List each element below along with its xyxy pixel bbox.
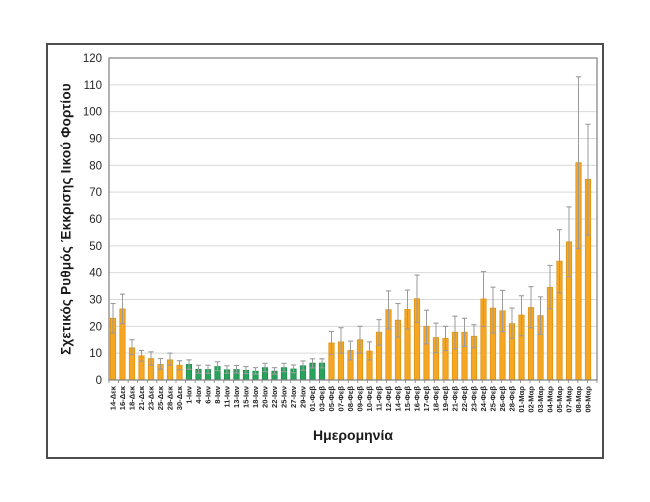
x-tick-label: 01-Φεβ — [308, 386, 317, 412]
x-tick-label: 20-Ιαν — [261, 386, 270, 408]
y-tick-label: 30 — [89, 295, 102, 307]
x-tick-label: 25-Φεβ — [489, 386, 498, 412]
x-tick-label: 09-Φεβ — [356, 386, 365, 412]
x-tick-label: 22-Φεβ — [460, 386, 469, 412]
y-tick-label: 100 — [83, 107, 102, 119]
y-tick-label: 40 — [89, 268, 102, 280]
y-tick-label: 50 — [89, 241, 102, 253]
y-tick-label: 80 — [89, 160, 102, 172]
y-tick-label: 20 — [89, 321, 102, 333]
x-tick-label: 1-Ιαν — [185, 386, 194, 404]
x-tick-label: 13-Ιαν — [232, 386, 241, 408]
y-tick-label: 90 — [89, 134, 102, 146]
y-tick-label: 0 — [96, 375, 102, 387]
x-tick-label: 22-Ιαν — [270, 386, 279, 408]
x-tick-label: 15-Ιαν — [242, 386, 251, 408]
x-tick-label: 23-Φεβ — [470, 386, 479, 412]
x-tick-label: 28-Φεβ — [508, 386, 517, 412]
x-tick-label: 25-Ιαν — [280, 386, 289, 408]
plot-border — [108, 57, 598, 381]
y-axis-title: Σχετικός Ρυθμός Έκκρισης Ιικού Φορτίου — [58, 83, 74, 355]
x-tick-label: 08-Μαρ — [574, 386, 583, 413]
x-tick-label: 27-Ιαν — [289, 386, 298, 408]
x-tick-label: 18-Δεκ — [128, 385, 137, 410]
x-tick-label: 17-Φεβ — [422, 386, 431, 412]
x-tick-label: 02-Μαρ — [527, 386, 536, 413]
x-tick-label: 23-Δεκ — [147, 385, 156, 410]
x-tick-label: 10-Φεβ — [365, 386, 374, 412]
x-tick-label: 08-Φεβ — [346, 386, 355, 412]
x-tick-label: 01-Μαρ — [517, 386, 526, 413]
x-tick-label: 03-Φεβ — [318, 386, 327, 412]
y-tick-label: 60 — [89, 214, 102, 226]
x-tick-label: 16-Δεκ — [118, 385, 127, 410]
x-tick-label: 19-Φεβ — [441, 386, 450, 412]
x-tick-label: 09-Μαρ — [584, 386, 593, 413]
x-tick-label: 05-Μαρ — [555, 386, 564, 413]
x-tick-label: 8-Ιαν — [213, 386, 222, 404]
x-tick-label: 21-Δεκ — [137, 385, 146, 410]
x-tick-label: 21-Φεβ — [451, 386, 460, 412]
x-tick-label: 15-Φεβ — [403, 386, 412, 412]
x-tick-label: 11-Φεβ — [375, 386, 384, 411]
x-tick-label: 05-Φεβ — [327, 386, 336, 412]
x-tick-label: 11-Ιαν — [223, 386, 232, 408]
y-tick-label: 70 — [89, 187, 102, 199]
x-tick-label: 4-Ιαν — [194, 386, 203, 404]
x-tick-label: 14-Δεκ — [109, 385, 118, 410]
x-tick-label: 18-Ιαν — [251, 386, 260, 408]
x-tick-label: 26-Φεβ — [498, 386, 507, 412]
x-tick-label: 29-Ιαν — [299, 386, 308, 408]
x-tick-label: 04-Μαρ — [546, 386, 555, 413]
x-tick-label: 03-Μαρ — [536, 386, 545, 413]
x-tick-label: 07-Φεβ — [337, 386, 346, 412]
x-tick-label: 6-Ιαν — [204, 386, 213, 404]
x-axis-title: Ημερομηνία — [313, 427, 393, 443]
x-tick-label: 16-Φεβ — [413, 386, 422, 412]
x-tick-label: 24-Φεβ — [479, 386, 488, 412]
x-tick-label: 18-Φεβ — [432, 386, 441, 412]
y-tick-label: 120 — [83, 53, 102, 65]
y-tick-label: 110 — [84, 80, 102, 92]
x-tick-label: 30-Δεκ — [175, 385, 184, 410]
x-tick-label: 28-Δεκ — [166, 385, 175, 410]
chart-frame — [46, 43, 604, 459]
y-tick-label: 10 — [89, 348, 102, 360]
x-tick-label: 25-Δεκ — [156, 385, 165, 410]
x-tick-label: 07-Μαρ — [565, 386, 574, 413]
x-tick-label: 14-Φεβ — [394, 386, 403, 412]
x-tick-label: 12-Φεβ — [384, 386, 393, 412]
